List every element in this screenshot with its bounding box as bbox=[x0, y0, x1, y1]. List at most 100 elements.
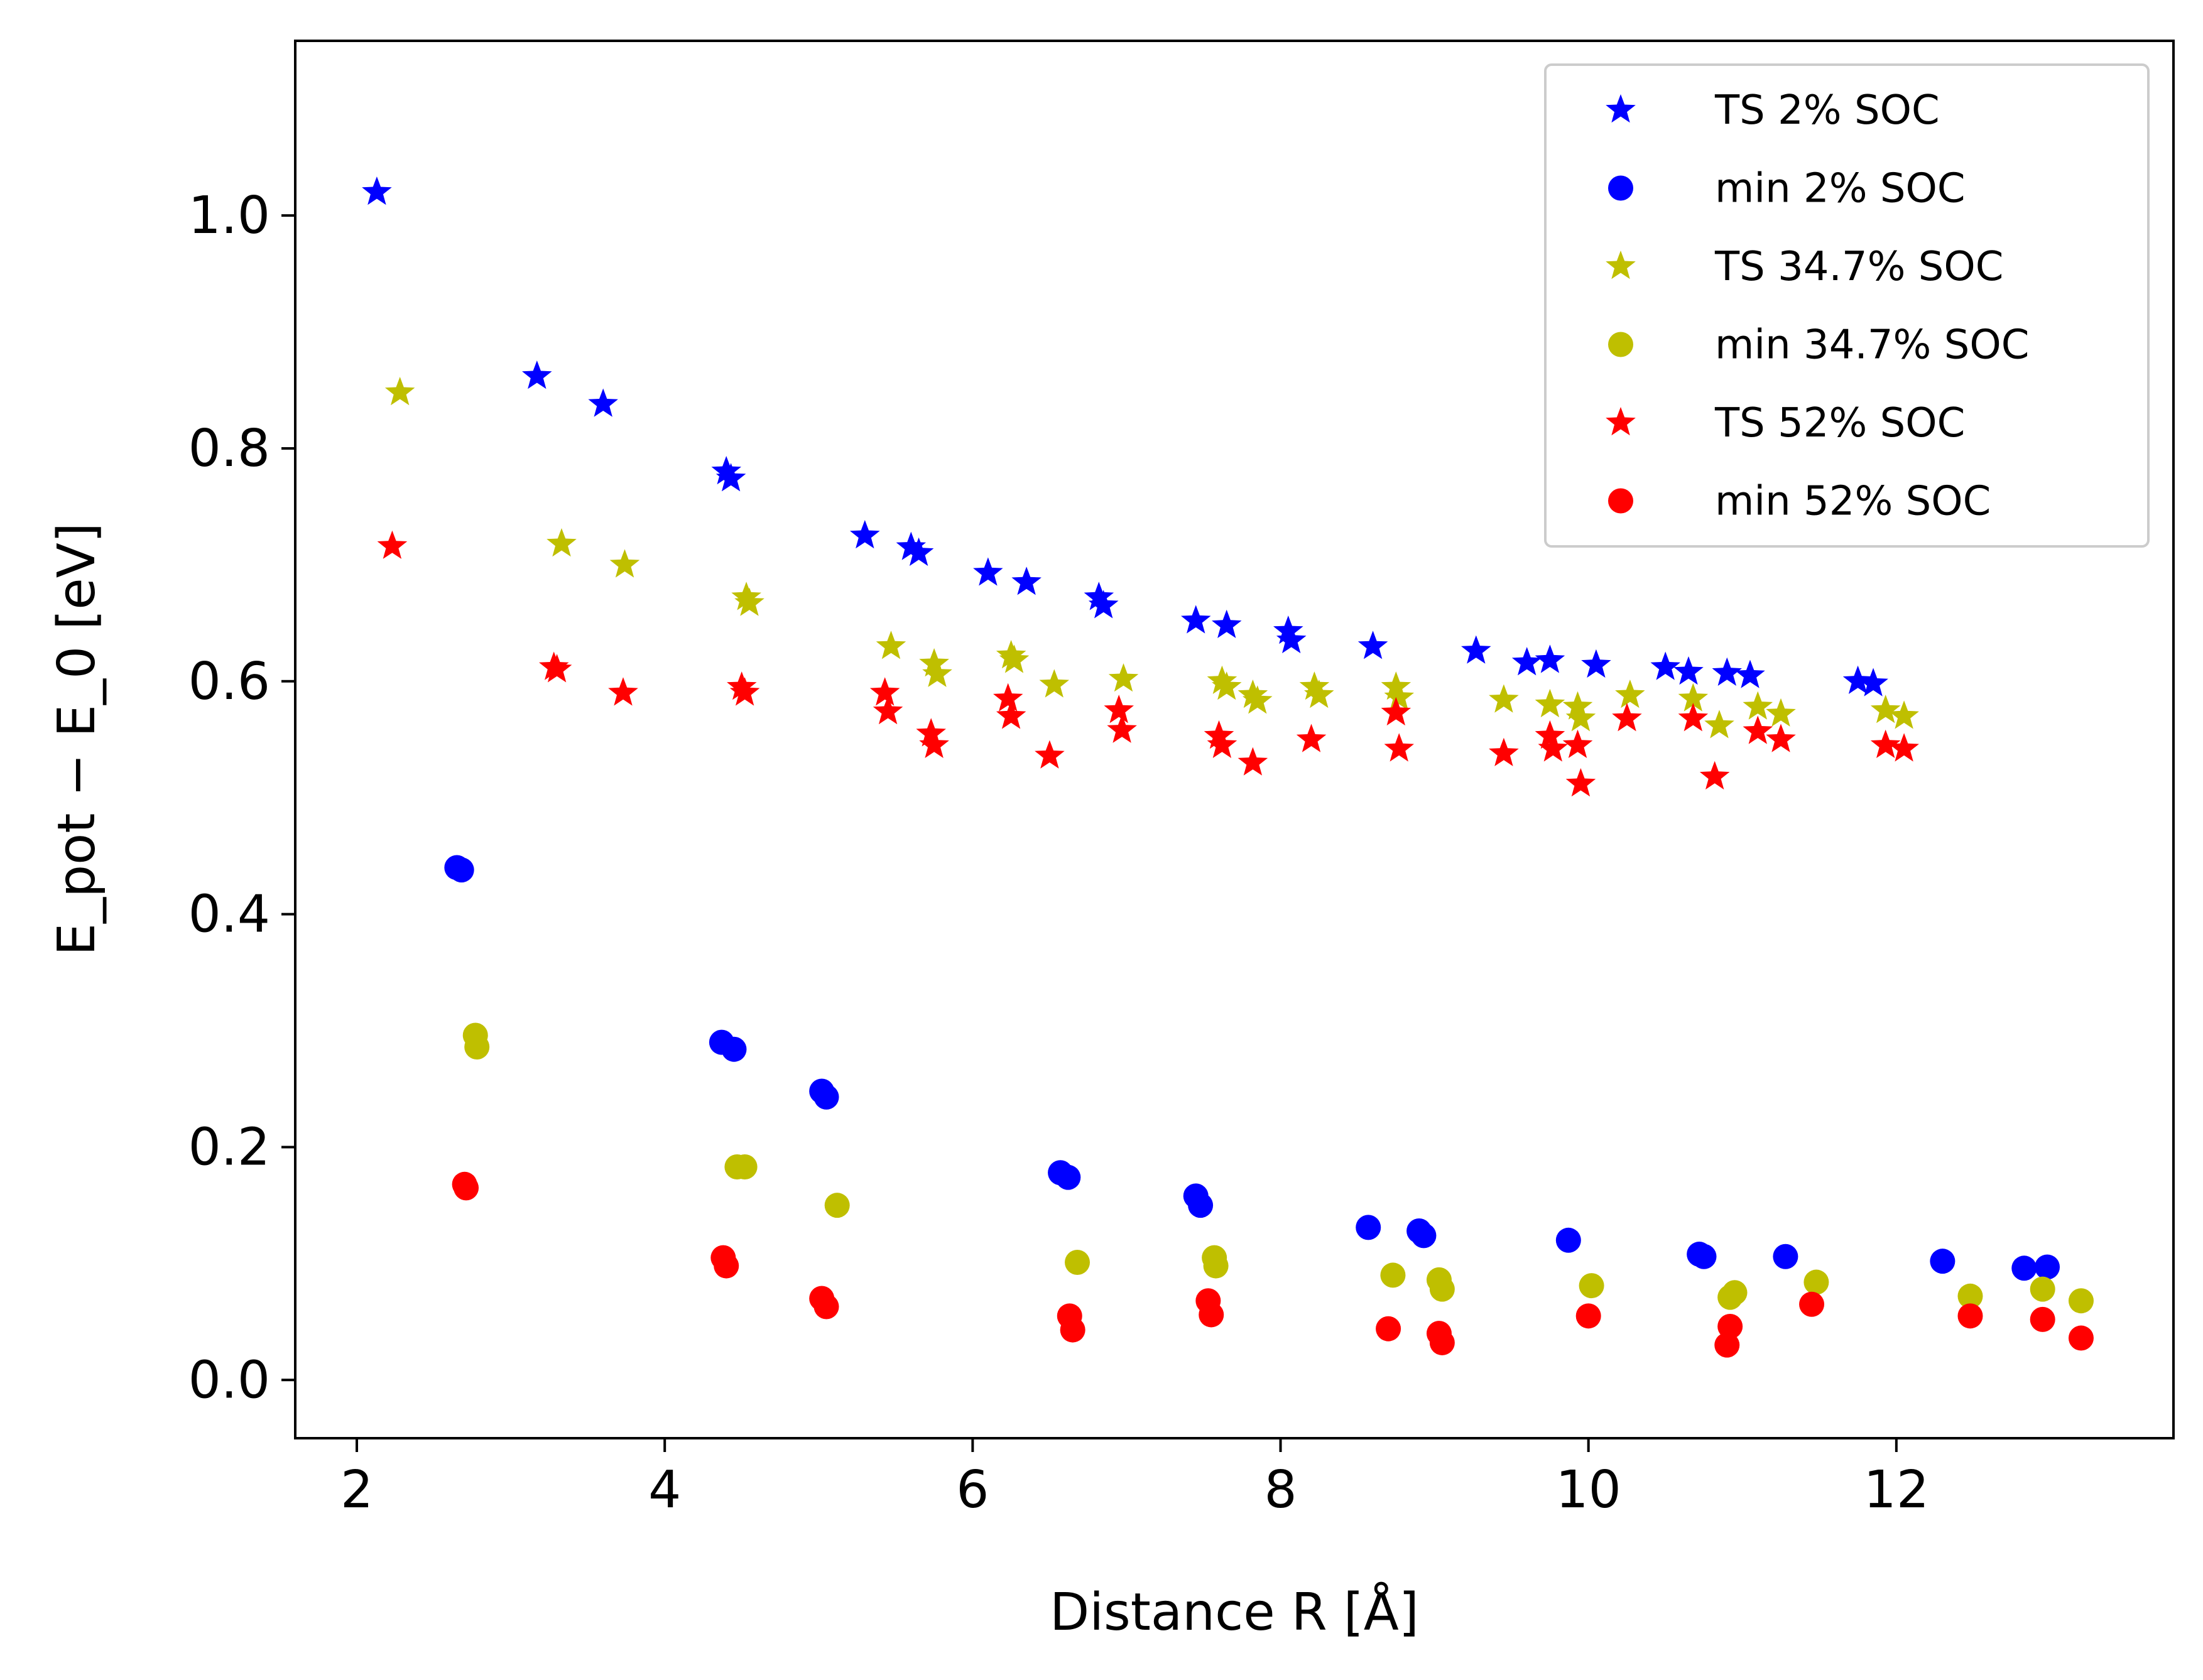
data-point-star bbox=[1357, 631, 1388, 659]
data-point-star bbox=[1704, 710, 1734, 739]
legend-label: min 2% SOC bbox=[1715, 166, 1966, 212]
data-point-circle bbox=[721, 1036, 747, 1062]
data-point-star bbox=[1581, 649, 1611, 678]
data-point-star bbox=[869, 677, 900, 706]
x-tick-label: 10 bbox=[1556, 1460, 1621, 1520]
data-point-star bbox=[1699, 761, 1730, 790]
data-point-star bbox=[715, 463, 746, 492]
data-point-star bbox=[1612, 703, 1642, 732]
plot-area bbox=[362, 176, 2094, 1358]
axis-ticks: 2 4 6 8 10 12 0.0 0.2 0.4 0.6 0.8 1.0 bbox=[188, 186, 1929, 1520]
data-point-circle bbox=[1065, 1250, 1091, 1276]
data-point-circle bbox=[1555, 1227, 1581, 1253]
data-point-star bbox=[1489, 737, 1519, 766]
axes-frame bbox=[294, 40, 2175, 1439]
data-point-circle bbox=[1803, 1269, 1829, 1295]
legend-item: TS 34.7% SOC bbox=[1606, 244, 2003, 290]
y-axis-label-text: E_pot − E_0 [eV] bbox=[47, 523, 107, 956]
data-point-circle bbox=[2035, 1254, 2060, 1280]
data-point-star bbox=[1035, 740, 1065, 769]
legend-label: min 34.7% SOC bbox=[1715, 322, 2029, 369]
data-point-circle bbox=[1691, 1244, 1717, 1269]
data-point-star bbox=[1237, 680, 1268, 708]
data-point-star bbox=[1381, 696, 1412, 726]
data-point-star bbox=[1384, 733, 1414, 762]
data-point-star bbox=[1243, 685, 1273, 714]
data-point-star bbox=[1511, 647, 1542, 676]
y-axis-label: E_pot − E_0 [eV] bbox=[47, 523, 107, 956]
data-point-star bbox=[996, 700, 1026, 729]
data-point-circle bbox=[1799, 1291, 1825, 1317]
series-min-52-soc bbox=[452, 1171, 2094, 1358]
data-point-star bbox=[711, 456, 741, 485]
series-min-34-7-soc bbox=[462, 1022, 2094, 1314]
data-point-star bbox=[1384, 681, 1414, 710]
data-point-circle bbox=[1188, 1193, 1214, 1218]
data-point-star bbox=[1273, 615, 1303, 644]
data-point-circle bbox=[732, 1154, 758, 1179]
data-point-star bbox=[919, 729, 949, 758]
data-point-star bbox=[1461, 635, 1491, 664]
data-point-star bbox=[541, 654, 572, 683]
series-ts-34-7-soc bbox=[384, 377, 1919, 739]
data-point-star bbox=[729, 677, 760, 706]
data-point-star bbox=[1299, 671, 1330, 700]
series-ts-2-soc bbox=[362, 176, 1888, 696]
data-point-star bbox=[1673, 656, 1704, 685]
data-point-star bbox=[919, 648, 949, 677]
data-point-star bbox=[1889, 733, 1919, 762]
legend-item: TS 2% SOC bbox=[1606, 87, 1940, 134]
y-tick-label: 1.0 bbox=[188, 186, 270, 246]
data-point-star bbox=[1538, 733, 1569, 762]
data-point-star bbox=[1108, 663, 1139, 692]
legend-marker bbox=[1606, 251, 1636, 279]
data-point-star bbox=[1735, 659, 1765, 688]
legend-marker bbox=[1608, 175, 1633, 201]
x-tick-label: 4 bbox=[648, 1460, 681, 1520]
data-point-circle bbox=[714, 1253, 739, 1279]
data-point-star bbox=[1489, 684, 1519, 713]
y-tick-label: 0.2 bbox=[188, 1117, 270, 1177]
data-point-circle bbox=[813, 1294, 839, 1320]
data-point-star bbox=[1535, 688, 1565, 718]
data-point-star bbox=[1743, 715, 1773, 744]
data-point-circle bbox=[464, 1034, 490, 1059]
data-point-star bbox=[1565, 703, 1596, 732]
x-axis-label: Distance R [Å] bbox=[1050, 1582, 1419, 1642]
data-point-circle bbox=[824, 1193, 850, 1218]
data-point-star bbox=[873, 696, 903, 725]
data-point-circle bbox=[1930, 1249, 1956, 1274]
legend-marker bbox=[1608, 332, 1633, 357]
data-point-circle bbox=[1717, 1314, 1743, 1339]
data-point-star bbox=[1615, 680, 1645, 708]
legend-item: min 52% SOC bbox=[1608, 479, 1991, 525]
data-point-circle bbox=[1579, 1273, 1604, 1299]
data-point-star bbox=[1535, 720, 1565, 749]
data-point-circle bbox=[1429, 1276, 1455, 1302]
data-point-circle bbox=[454, 1175, 479, 1201]
data-point-star bbox=[377, 530, 408, 559]
data-point-circle bbox=[1575, 1303, 1601, 1329]
series-ts-52-soc bbox=[377, 530, 1919, 797]
data-point-star bbox=[1678, 703, 1709, 732]
data-point-star bbox=[993, 683, 1023, 712]
data-point-star bbox=[1276, 624, 1307, 654]
data-point-star bbox=[876, 631, 906, 659]
data-point-star bbox=[999, 644, 1030, 673]
data-point-star bbox=[1088, 590, 1119, 619]
legend-label: TS 34.7% SOC bbox=[1714, 244, 2003, 290]
data-point-star bbox=[1650, 651, 1680, 680]
data-point-star bbox=[362, 176, 392, 205]
data-point-star bbox=[608, 677, 638, 706]
data-point-star bbox=[850, 520, 880, 549]
legend-item: TS 52% SOC bbox=[1606, 400, 1965, 447]
data-point-circle bbox=[1199, 1302, 1224, 1328]
data-point-circle bbox=[1429, 1330, 1455, 1355]
data-point-star bbox=[1084, 582, 1114, 610]
data-point-star bbox=[1870, 695, 1901, 723]
data-point-star bbox=[1039, 669, 1069, 698]
data-point-star bbox=[1743, 691, 1773, 720]
legend: TS 2% SOC min 2% SOC TS 34.7% SOC min 34.7%… bbox=[1544, 63, 2150, 548]
data-point-star bbox=[1212, 609, 1242, 638]
